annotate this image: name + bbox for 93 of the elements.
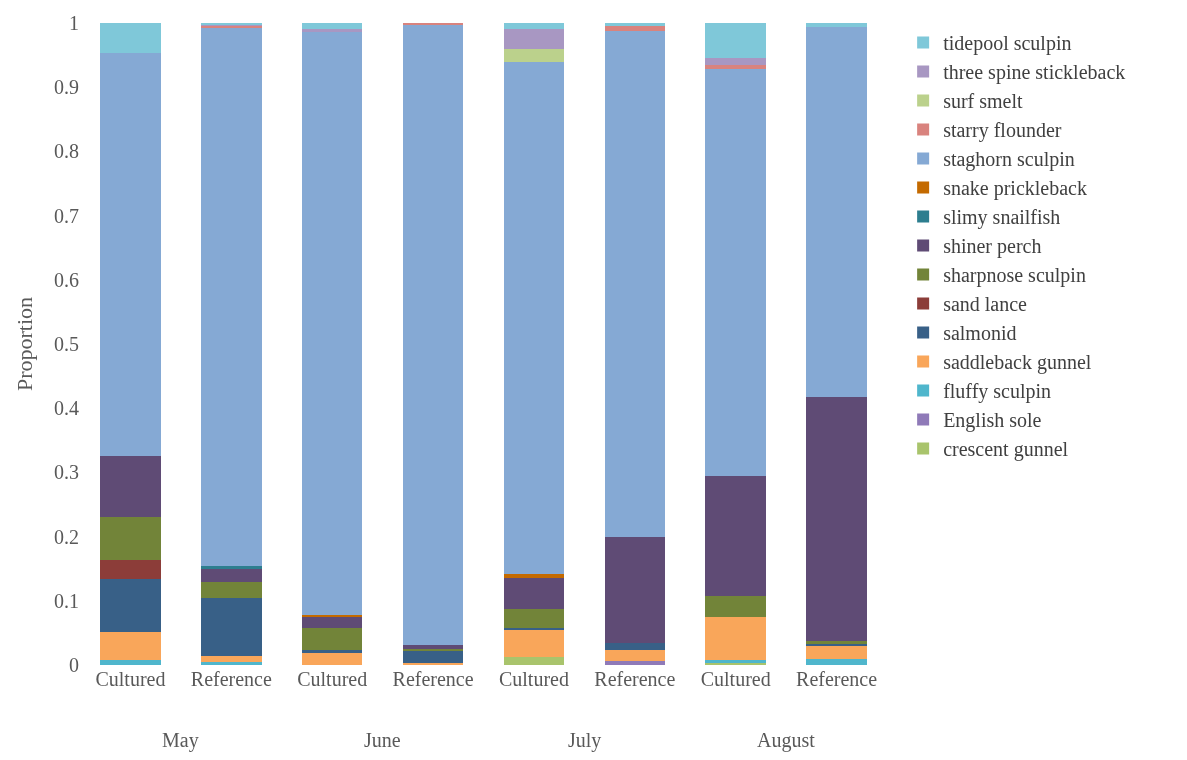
- legend-label: shiner perch: [943, 235, 1042, 259]
- bar: [201, 581, 262, 598]
- x-tick-label: Reference: [594, 668, 676, 690]
- bar: [705, 476, 766, 596]
- y-tick-label: 0.1: [54, 589, 79, 612]
- bar: [503, 574, 565, 578]
- bar: [806, 645, 867, 660]
- bar: [100, 659, 161, 665]
- bar: [201, 597, 262, 657]
- y-tick-label: 0.3: [54, 461, 79, 484]
- y-tick-label: 0.4: [54, 397, 79, 420]
- bar: [503, 608, 565, 629]
- legend-label: sand lance: [943, 293, 1028, 316]
- legend-label: tidepool sculpin: [943, 32, 1072, 56]
- bar: [705, 595, 766, 618]
- legend-label: saddleback gunnel: [943, 351, 1092, 375]
- bar: [604, 31, 666, 538]
- bar: [604, 661, 666, 665]
- y-tick-label: 1: [69, 12, 79, 34]
- y-tick-label: 0.8: [54, 140, 79, 163]
- legend-label: English sole: [943, 409, 1042, 433]
- bar: [705, 57, 766, 65]
- x-tick-label: Reference: [392, 668, 474, 690]
- bar: [201, 662, 262, 665]
- bar: [301, 628, 363, 651]
- bar: [806, 659, 867, 665]
- y-tick-label: 0.6: [54, 268, 79, 291]
- bar: [806, 26, 867, 398]
- text: August: [757, 729, 816, 752]
- legend-label: snake prickleback: [943, 177, 1087, 201]
- x-tick-label: Reference: [796, 668, 878, 690]
- bar: [806, 397, 867, 642]
- bar: [503, 29, 565, 49]
- text: July: [568, 729, 602, 752]
- x-tick-label: Cultured: [297, 668, 368, 690]
- bar: [503, 629, 565, 657]
- x-tick-label: Reference: [190, 668, 272, 690]
- x-tick-label: Cultured: [700, 668, 771, 690]
- bar: [604, 643, 666, 650]
- bar: [100, 455, 161, 518]
- legend-label: starry flounder: [943, 119, 1062, 143]
- bar: [806, 23, 867, 27]
- y-tick-label: 0.2: [54, 525, 79, 548]
- bar: [301, 28, 363, 32]
- bar: [201, 27, 262, 567]
- y-tick-label: 0.7: [54, 204, 79, 227]
- bar: [503, 48, 565, 62]
- bar: [100, 52, 161, 456]
- bar: [402, 24, 464, 646]
- bar: [705, 64, 766, 69]
- bar: [301, 31, 363, 615]
- y-tick-label: 0.9: [54, 76, 79, 99]
- y-tick-label: 0: [69, 654, 79, 676]
- bar: [201, 656, 262, 663]
- bar: [604, 23, 666, 27]
- bar: [201, 568, 262, 582]
- bar: [604, 649, 666, 662]
- bar: [100, 23, 161, 53]
- bar: [503, 656, 565, 665]
- legend-label: staghorn sculpin: [943, 148, 1075, 172]
- text: May: [162, 729, 199, 752]
- legend-label: three spine stickleback: [943, 61, 1126, 85]
- legend-label: sharpnose sculpin: [943, 264, 1086, 288]
- bar: [100, 560, 161, 579]
- bar: [301, 614, 363, 617]
- bar: [503, 577, 565, 609]
- bar: [100, 578, 161, 633]
- x-tick-label: Cultured: [95, 668, 166, 690]
- bar: [705, 617, 766, 660]
- text: June: [364, 729, 401, 751]
- bar: [604, 26, 666, 32]
- legend-label: surf smelt: [943, 90, 1024, 113]
- legend-label: salmonid: [943, 322, 1017, 345]
- bar: [604, 537, 666, 644]
- bar: [201, 566, 262, 569]
- bar: [705, 659, 766, 664]
- legend-label: slimy snailfish: [943, 206, 1061, 230]
- bar: [402, 650, 464, 664]
- legend-label: crescent gunnel: [943, 438, 1069, 462]
- bar: [503, 23, 565, 30]
- bar: [301, 616, 363, 629]
- bar: [301, 650, 363, 653]
- y-axis-title: Proportion: [11, 296, 37, 392]
- bar: [301, 23, 363, 29]
- x-tick-label: Cultured: [498, 668, 569, 690]
- y-tick-label: 0.5: [54, 333, 79, 355]
- bar: [503, 61, 565, 575]
- bar: [705, 23, 766, 58]
- bar: [705, 68, 766, 477]
- legend-label: fluffy sculpin: [943, 380, 1052, 404]
- bar: [100, 632, 161, 660]
- bar: [301, 652, 363, 665]
- bar: [100, 517, 161, 561]
